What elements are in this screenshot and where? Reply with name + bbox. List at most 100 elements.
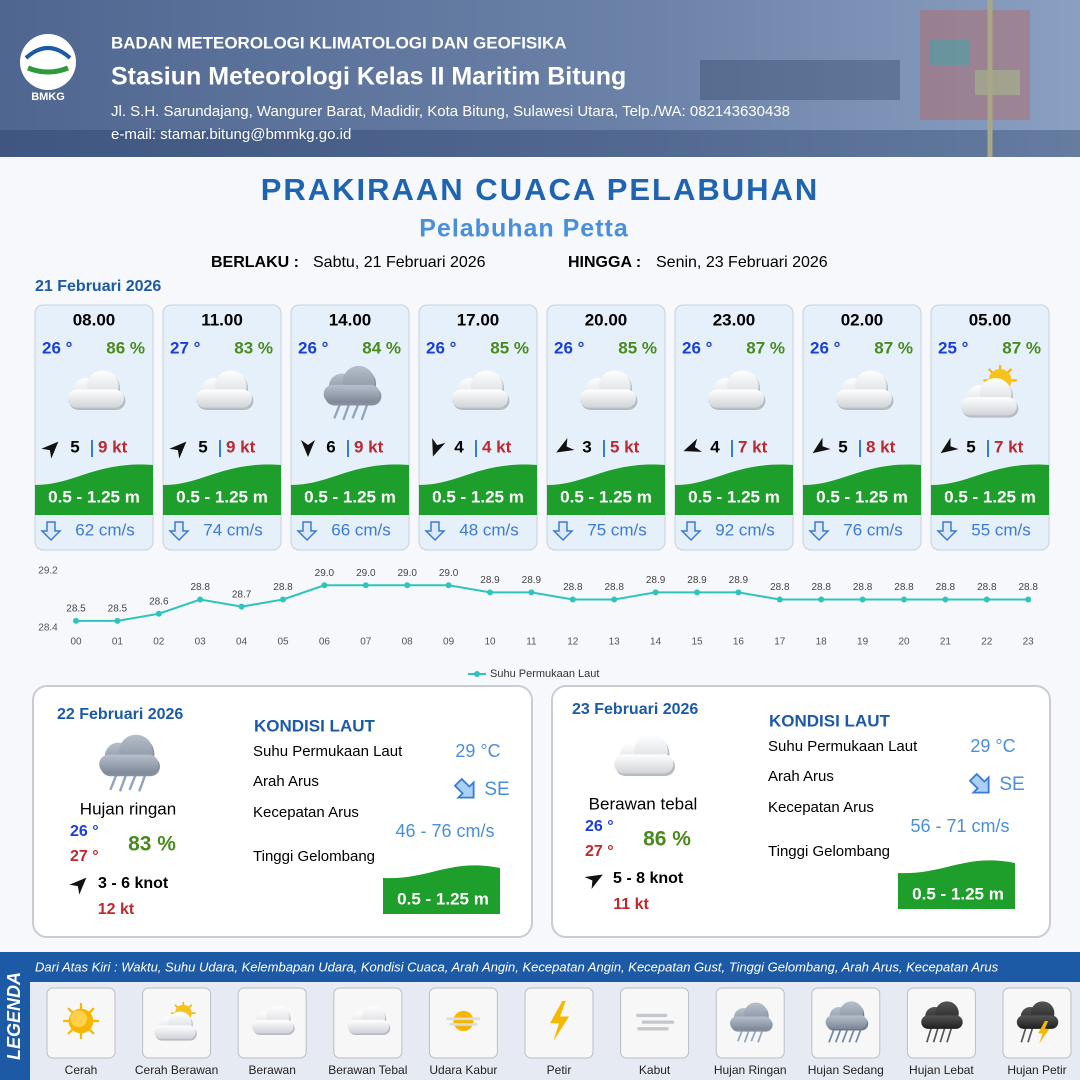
gust: 11 kt bbox=[613, 896, 649, 913]
wind-direction bbox=[584, 874, 603, 890]
point bbox=[362, 582, 369, 589]
air-temp: 26 ° bbox=[554, 338, 585, 357]
wave-height: 0.5 - 1.25 m bbox=[304, 487, 396, 506]
legend-title: LEGENDA bbox=[4, 972, 24, 1060]
x-tick-label: 06 bbox=[319, 637, 331, 648]
value-label: 28.9 bbox=[687, 575, 707, 586]
wind-speed: 6 bbox=[326, 437, 335, 456]
point bbox=[569, 596, 576, 603]
wind-direction bbox=[683, 438, 702, 452]
y-tick-label: 29.2 bbox=[38, 566, 58, 577]
wind-direction bbox=[432, 438, 446, 457]
sst: 29 °C bbox=[455, 741, 500, 761]
value-label: 28.9 bbox=[646, 575, 666, 586]
humidity: 86 % bbox=[643, 828, 691, 851]
gust: 9 kt bbox=[98, 437, 128, 456]
wave-shape bbox=[163, 464, 281, 515]
legend-item: Hujan Ringan bbox=[714, 1063, 787, 1077]
x-tick-label: 03 bbox=[195, 637, 207, 648]
valid-to: Senin, 23 Februari 2026 bbox=[656, 254, 828, 271]
air-temp: 26 ° bbox=[682, 338, 713, 357]
value-label: 28.8 bbox=[563, 582, 583, 593]
wind-speed: 5 bbox=[70, 437, 79, 456]
x-tick-label: 17 bbox=[774, 637, 786, 648]
current-direction bbox=[552, 521, 574, 542]
weather-icon bbox=[61, 1001, 101, 1041]
current-direction bbox=[936, 521, 958, 542]
direction-label: Arah Arus bbox=[768, 768, 834, 785]
direction: SE bbox=[999, 774, 1024, 795]
humidity: 84 % bbox=[362, 338, 401, 357]
temp-max: 27 ° bbox=[70, 848, 99, 865]
x-tick-label: 02 bbox=[153, 637, 165, 648]
logo bbox=[20, 34, 76, 90]
time: 11.00 bbox=[201, 310, 243, 329]
point bbox=[735, 589, 742, 596]
legend-item: Petir bbox=[547, 1063, 572, 1077]
air-temp: 26 ° bbox=[426, 338, 457, 357]
wind-direction bbox=[812, 437, 831, 454]
wave-height: 0.5 - 1.25 m bbox=[816, 487, 908, 506]
point bbox=[321, 582, 328, 589]
wind: 5 - 8 knot bbox=[613, 870, 684, 887]
x-tick-label: 14 bbox=[650, 637, 662, 648]
logo-arc bbox=[24, 46, 72, 60]
current-speed: 55 cm/s bbox=[971, 520, 1031, 539]
time: 14.00 bbox=[329, 310, 372, 329]
point bbox=[487, 589, 493, 596]
x-tick-label: 04 bbox=[236, 637, 248, 648]
legend-item: Berawan Tebal bbox=[328, 1063, 407, 1077]
value-label: 29.0 bbox=[315, 568, 335, 579]
point bbox=[901, 596, 907, 603]
value-label: 28.9 bbox=[480, 575, 500, 586]
station-name: Stasiun Meteorologi Kelas II Maritim Bit… bbox=[111, 63, 626, 91]
current-speed: 48 cm/s bbox=[459, 520, 519, 539]
humidity: 85 % bbox=[618, 338, 657, 357]
current-speed: 46 - 76 cm/s bbox=[395, 821, 494, 841]
point bbox=[983, 596, 990, 603]
time: 23.00 bbox=[713, 310, 756, 329]
current-speed: 56 - 71 cm/s bbox=[910, 816, 1009, 836]
temp-min: 26 ° bbox=[70, 823, 99, 840]
sst-label: Suhu Permukaan Laut bbox=[253, 743, 403, 760]
wind-direction bbox=[940, 437, 959, 454]
legend-label: Suhu Permukaan Laut bbox=[490, 668, 599, 680]
gust: 9 kt bbox=[354, 437, 384, 456]
x-tick-label: 20 bbox=[898, 637, 910, 648]
current-speed: 74 cm/s bbox=[203, 520, 263, 539]
x-tick-label: 16 bbox=[733, 637, 745, 648]
value-label: 28.8 bbox=[811, 582, 831, 593]
point bbox=[404, 582, 411, 589]
current-speed: 76 cm/s bbox=[843, 520, 903, 539]
wave-shape bbox=[547, 464, 665, 515]
humidity: 86 % bbox=[106, 338, 145, 357]
humidity: 87 % bbox=[1002, 338, 1041, 357]
x-tick-label: 05 bbox=[277, 637, 289, 648]
speed-label: Kecepatan Arus bbox=[768, 799, 874, 816]
humidity: 87 % bbox=[874, 338, 913, 357]
x-tick-label: 19 bbox=[857, 637, 869, 648]
direction-label: Arah Arus bbox=[253, 773, 319, 790]
current-direction bbox=[168, 521, 190, 542]
value-label: 28.9 bbox=[729, 575, 749, 586]
legend-item: Kabut bbox=[639, 1063, 671, 1077]
gust: 7 kt bbox=[994, 437, 1024, 456]
x-tick-label: 13 bbox=[609, 637, 621, 648]
day-panel bbox=[32, 685, 533, 938]
condition: Berawan tebal bbox=[589, 794, 698, 813]
current-direction bbox=[968, 772, 990, 794]
point bbox=[280, 596, 286, 603]
legend-item: Cerah Berawan bbox=[135, 1063, 218, 1077]
x-tick-label: 15 bbox=[691, 637, 703, 648]
x-tick-label: 10 bbox=[484, 637, 496, 648]
current-direction bbox=[424, 521, 446, 542]
logo-text: BMKG bbox=[31, 91, 65, 103]
direction: SE bbox=[484, 779, 509, 800]
current-speed: 66 cm/s bbox=[331, 520, 391, 539]
y-tick-label: 28.4 bbox=[38, 623, 58, 634]
legend-item: Berawan bbox=[249, 1063, 296, 1077]
wind-speed: 3 bbox=[582, 437, 591, 456]
line bbox=[76, 584, 1029, 622]
speed-label: Kecepatan Arus bbox=[253, 804, 359, 821]
